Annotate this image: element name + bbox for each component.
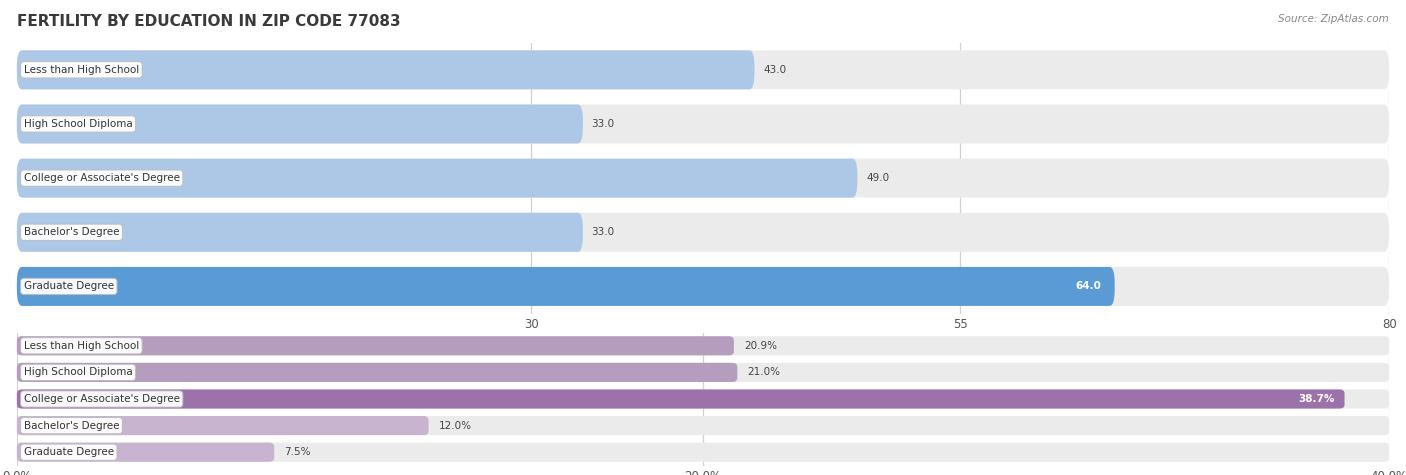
FancyBboxPatch shape <box>17 390 1389 408</box>
Text: 33.0: 33.0 <box>592 227 614 238</box>
Text: Less than High School: Less than High School <box>24 341 139 351</box>
Text: 38.7%: 38.7% <box>1298 394 1334 404</box>
FancyBboxPatch shape <box>17 363 737 382</box>
FancyBboxPatch shape <box>17 50 755 89</box>
FancyBboxPatch shape <box>17 443 1389 462</box>
Text: 33.0: 33.0 <box>592 119 614 129</box>
FancyBboxPatch shape <box>17 416 1389 435</box>
FancyBboxPatch shape <box>17 213 1389 252</box>
Text: 21.0%: 21.0% <box>748 367 780 378</box>
FancyBboxPatch shape <box>17 336 1389 355</box>
Text: Less than High School: Less than High School <box>24 65 139 75</box>
FancyBboxPatch shape <box>17 104 1389 143</box>
Text: Bachelor's Degree: Bachelor's Degree <box>24 420 120 431</box>
Text: 7.5%: 7.5% <box>284 447 311 457</box>
FancyBboxPatch shape <box>17 159 1389 198</box>
Text: College or Associate's Degree: College or Associate's Degree <box>24 173 180 183</box>
FancyBboxPatch shape <box>17 390 1344 408</box>
Text: 49.0: 49.0 <box>866 173 889 183</box>
Text: Graduate Degree: Graduate Degree <box>24 447 114 457</box>
Text: Source: ZipAtlas.com: Source: ZipAtlas.com <box>1278 14 1389 24</box>
FancyBboxPatch shape <box>17 159 858 198</box>
FancyBboxPatch shape <box>17 267 1389 306</box>
Text: FERTILITY BY EDUCATION IN ZIP CODE 77083: FERTILITY BY EDUCATION IN ZIP CODE 77083 <box>17 14 401 29</box>
Text: High School Diploma: High School Diploma <box>24 119 132 129</box>
Text: College or Associate's Degree: College or Associate's Degree <box>24 394 180 404</box>
FancyBboxPatch shape <box>17 50 1389 89</box>
FancyBboxPatch shape <box>17 267 1115 306</box>
Text: 43.0: 43.0 <box>763 65 786 75</box>
Text: 20.9%: 20.9% <box>744 341 778 351</box>
FancyBboxPatch shape <box>17 363 1389 382</box>
Text: 12.0%: 12.0% <box>439 420 472 431</box>
Text: Graduate Degree: Graduate Degree <box>24 281 114 292</box>
FancyBboxPatch shape <box>17 104 583 143</box>
Text: Bachelor's Degree: Bachelor's Degree <box>24 227 120 238</box>
Text: 64.0: 64.0 <box>1076 281 1101 292</box>
Text: High School Diploma: High School Diploma <box>24 367 132 378</box>
FancyBboxPatch shape <box>17 213 583 252</box>
FancyBboxPatch shape <box>17 416 429 435</box>
FancyBboxPatch shape <box>17 443 274 462</box>
FancyBboxPatch shape <box>17 336 734 355</box>
